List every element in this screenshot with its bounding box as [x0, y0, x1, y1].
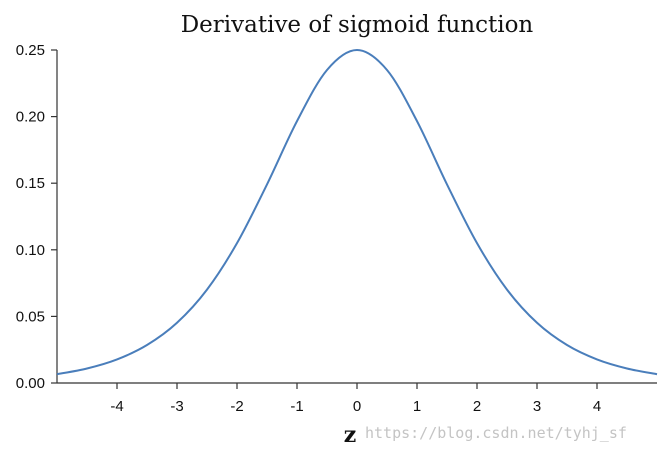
x-axis: -4 -3 -2 -1 0 1 2 3 4 [57, 382, 657, 415]
y-tick-label: 0.25 [16, 42, 45, 59]
chart-title: Derivative of sigmoid function [181, 12, 534, 38]
x-tick-label: 4 [593, 398, 601, 415]
x-tick-label: -4 [110, 398, 123, 415]
x-axis-label: z [344, 422, 357, 448]
x-tick-label: 3 [533, 398, 541, 415]
x-tick-label: -3 [170, 398, 183, 415]
x-tick-label: -2 [230, 398, 243, 415]
y-tick-label: 0.15 [16, 175, 45, 192]
y-axis: 0.00 0.05 0.10 0.15 0.20 0.25 [16, 42, 58, 392]
x-tick-label: 0 [353, 398, 361, 415]
x-tick-label: -1 [290, 398, 303, 415]
x-tick-label: 1 [413, 398, 421, 415]
plot-area [56, 48, 658, 376]
y-tick-label: 0.00 [16, 375, 45, 392]
y-tick-label: 0.10 [16, 242, 45, 259]
x-tick-label: 2 [473, 398, 481, 415]
series-line [56, 48, 658, 376]
watermark: https://blog.csdn.net/tyhj_sf [365, 424, 627, 442]
y-tick-label: 0.05 [16, 308, 45, 325]
y-tick-label: 0.20 [16, 109, 45, 126]
